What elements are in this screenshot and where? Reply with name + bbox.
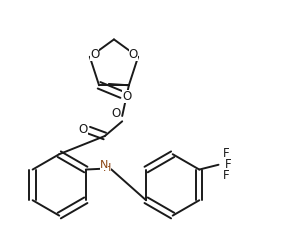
Text: F: F	[225, 158, 232, 171]
Text: F: F	[223, 169, 229, 182]
Text: O: O	[90, 48, 99, 61]
Text: N: N	[100, 160, 108, 170]
Text: O: O	[78, 123, 88, 136]
Text: H: H	[103, 163, 111, 173]
Text: O: O	[129, 48, 138, 61]
Text: O: O	[122, 90, 132, 103]
Text: O: O	[112, 107, 121, 120]
Text: F: F	[223, 147, 229, 160]
